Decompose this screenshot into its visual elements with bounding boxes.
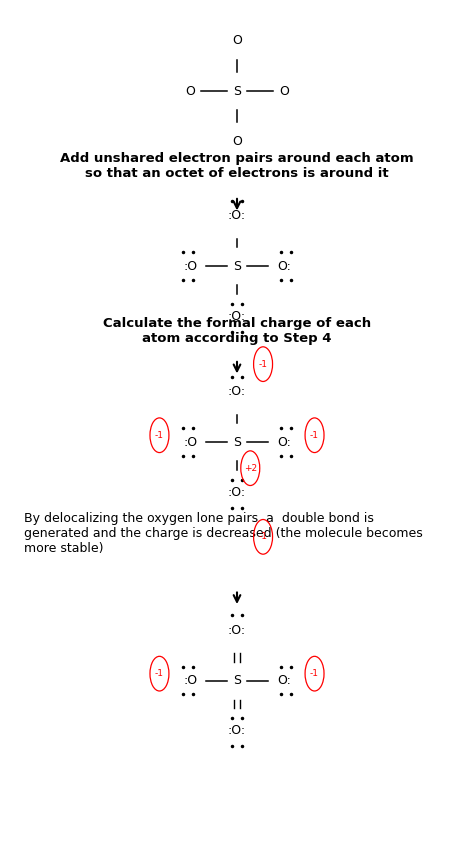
Text: -1: -1 <box>155 669 164 678</box>
Text: :O:: :O: <box>228 624 246 636</box>
Text: :O:: :O: <box>228 386 246 398</box>
Text: O:: O: <box>277 260 291 272</box>
Text: S: S <box>233 436 241 448</box>
Text: :O:: :O: <box>228 310 246 323</box>
Text: Add unshared electron pairs around each atom
so that an octet of electrons is ar: Add unshared electron pairs around each … <box>60 153 414 180</box>
Text: O: O <box>232 35 242 47</box>
Text: :O:: :O: <box>228 486 246 499</box>
Text: :O: :O <box>183 260 197 272</box>
Text: O:: O: <box>277 436 291 448</box>
Text: By delocalizing the oxygen lone pairs  a  double bond is
generated and the charg: By delocalizing the oxygen lone pairs a … <box>24 512 422 555</box>
Text: -1: -1 <box>155 431 164 440</box>
Text: O: O <box>185 85 195 97</box>
Text: O: O <box>279 85 289 97</box>
Text: -1: -1 <box>310 431 319 440</box>
Text: -1: -1 <box>310 669 319 678</box>
Text: S: S <box>233 85 241 97</box>
Text: O:: O: <box>277 675 291 687</box>
Text: Calculate the formal charge of each
atom according to Step 4: Calculate the formal charge of each atom… <box>103 317 371 345</box>
Text: S: S <box>233 260 241 272</box>
Text: :O:: :O: <box>228 210 246 222</box>
Text: :O:: :O: <box>228 725 246 737</box>
Text: O: O <box>232 135 242 147</box>
Text: -1: -1 <box>259 360 267 368</box>
Text: :O: :O <box>183 436 197 448</box>
Text: +2: +2 <box>244 464 257 473</box>
Text: :O: :O <box>183 675 197 687</box>
Text: S: S <box>233 675 241 687</box>
Text: -1: -1 <box>259 532 267 541</box>
